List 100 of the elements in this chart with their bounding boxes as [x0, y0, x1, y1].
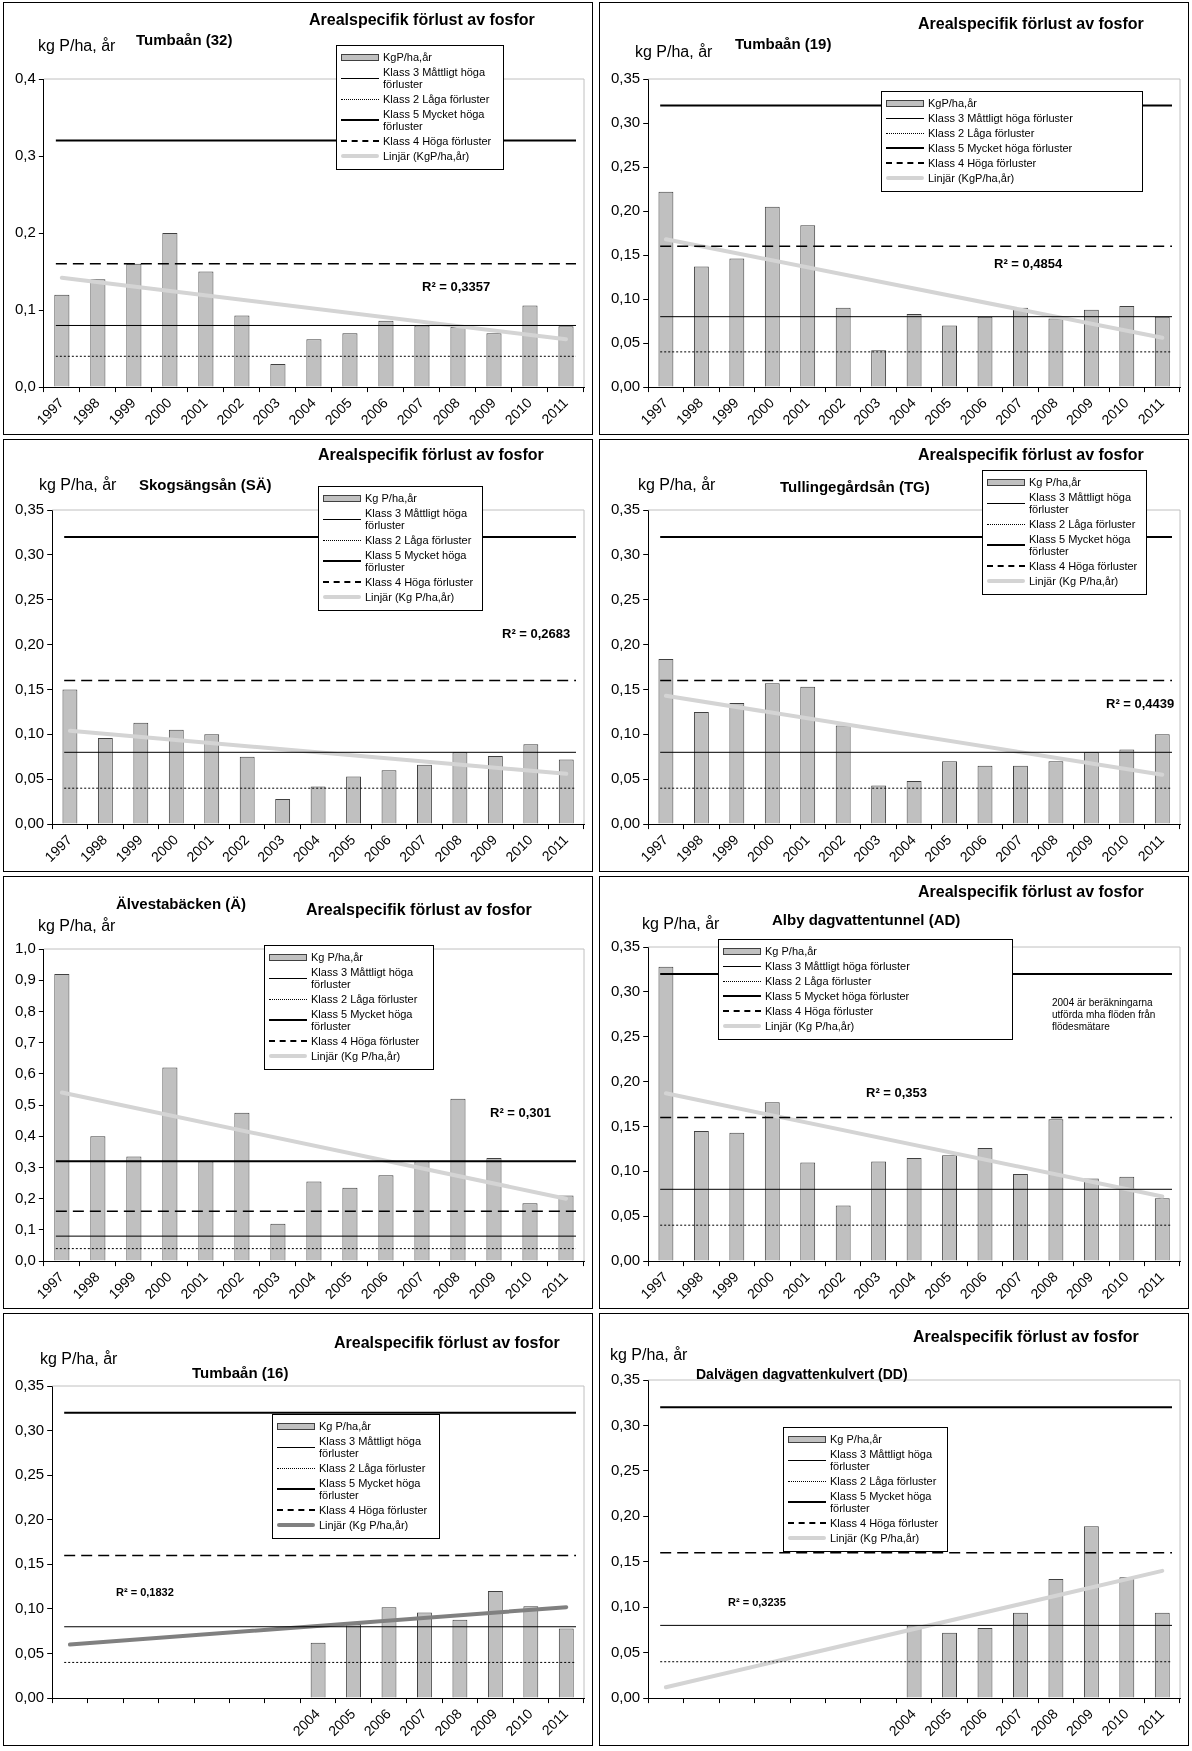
- y-tick-label: 0,20: [14, 634, 45, 652]
- y-tick-label: 0,05: [14, 1643, 45, 1661]
- chart-title: Arealspecifik förlust av fosfor: [306, 901, 532, 919]
- legend-label: Linjär (Kg P/ha,år): [365, 591, 455, 603]
- legend-label: Klass 2 Låga förluster: [365, 534, 472, 546]
- legend-label: Klass 4 Höga förluster: [765, 1005, 874, 1017]
- legend-label: Klass 3 Måttligt höga förluster: [365, 507, 469, 531]
- y-tick-label: 0,0: [14, 377, 36, 395]
- y-tick-label: 0,25: [610, 1461, 641, 1479]
- chart-subtitle: Tumbaån (32): [136, 31, 233, 48]
- y-tick-label: 0,15: [610, 679, 641, 697]
- chart-subtitle: Älvestabäcken (Ä): [116, 895, 247, 912]
- y-tick-label: 0,20: [610, 1506, 641, 1524]
- y-tick-label: 0,00: [610, 1251, 641, 1269]
- annotation: R² = 0,1832: [116, 1586, 174, 1598]
- y-axis-title: kg P/ha, år: [40, 1350, 118, 1368]
- legend-label: Klass 2 Låga förluster: [1029, 518, 1136, 530]
- legend-label: Klass 2 Låga förluster: [765, 975, 872, 987]
- legend-label: Klass 4 Höga förluster: [830, 1517, 939, 1529]
- annotation: R² = 0,301: [490, 1105, 552, 1120]
- y-axis-title: kg P/ha, år: [610, 1346, 688, 1364]
- y-tick-label: 0,35: [610, 500, 641, 518]
- y-tick-label: 0,3: [14, 146, 36, 164]
- legend-label: KgP/ha,år: [928, 97, 977, 109]
- chart-title: Arealspecifik förlust av fosfor: [318, 446, 544, 464]
- y-tick-label: 0,00: [610, 814, 641, 832]
- chart-title: Arealspecifik förlust av fosfor: [334, 1334, 560, 1352]
- y-tick-label: 0,15: [610, 1551, 641, 1569]
- y-tick-label: 0,25: [610, 1026, 641, 1044]
- y-tick-label: 0,2: [14, 1188, 36, 1206]
- legend-label: Kg P/ha,år: [830, 1433, 882, 1445]
- annotation: R² = 0,2683: [502, 626, 571, 641]
- legend-label: Linjär (Kg P/ha,år): [311, 1050, 401, 1062]
- y-tick-label: 0,00: [610, 377, 641, 395]
- y-tick-label: 0,4: [14, 69, 36, 87]
- annotation: R² = 0,3357: [422, 279, 491, 294]
- y-tick-label: 0,1: [14, 300, 36, 318]
- chart-subtitle: Tullingegårdsån (TG): [780, 478, 930, 495]
- legend-label: Klass 4 Höga förluster: [319, 1504, 428, 1516]
- legend-label: Klass 5 Mycket höga förluster: [928, 142, 1073, 154]
- y-tick-label: 0,25: [14, 1465, 45, 1483]
- chart-subtitle: Skogsängsån (SÄ): [139, 476, 272, 493]
- y-tick-label: 0,10: [610, 724, 641, 742]
- annotation: R² = 0,4439: [1106, 696, 1175, 711]
- legend-label: Klass 3 Måttligt höga förluster: [311, 966, 415, 990]
- y-tick-label: 0,20: [610, 634, 641, 652]
- y-tick-label: 0,05: [610, 1642, 641, 1660]
- y-tick-label: 0,15: [610, 1116, 641, 1134]
- y-tick-label: 0,05: [610, 769, 641, 787]
- ref-line-label: Klass 5 Mycket höga förluster: [1029, 533, 1132, 557]
- y-tick-label: 0,8: [14, 1001, 36, 1019]
- legend-label: Linjär (Kg P/ha,år): [319, 1519, 409, 1531]
- legend-label: Linjär (KgP/ha,år): [383, 150, 470, 162]
- legend-label: Klass 5 Mycket höga förluster: [365, 549, 468, 573]
- y-tick-label: 0,7: [14, 1032, 36, 1050]
- legend-label: Klass 4 Höga förluster: [365, 576, 474, 588]
- y-tick-label: 0,05: [14, 769, 45, 787]
- y-tick-label: 0,35: [610, 937, 641, 955]
- y-tick-label: 0,35: [14, 500, 45, 518]
- legend-label: Kg P/ha,år: [1029, 476, 1081, 488]
- chart-subtitle: Alby dagvattentunnel (AD): [772, 911, 961, 928]
- legend-label: Kg P/ha,år: [311, 951, 363, 963]
- chart-title: Arealspecifik förlust av fosfor: [309, 11, 535, 29]
- legend-label: Klass 4 Höga förluster: [1029, 560, 1138, 572]
- legend-label: Klass 2 Låga förluster: [928, 127, 1035, 139]
- y-tick-label: 0,00: [610, 1688, 641, 1706]
- legend-label: KgP/ha,år: [383, 51, 432, 63]
- legend-label: Klass 4 Höga förluster: [928, 157, 1037, 169]
- legend-label: Klass 5 Mycket höga förluster: [830, 1490, 933, 1514]
- legend-label: Linjär (Kg P/ha,år): [765, 1020, 855, 1032]
- legend-label: Klass 2 Låga förluster: [830, 1475, 937, 1487]
- legend-label: Klass 5 Mycket höga förluster: [765, 990, 910, 1002]
- y-tick-label: 0,00: [14, 1688, 45, 1706]
- y-tick-label: 0,2: [14, 223, 36, 241]
- y-axis-title: kg P/ha, år: [38, 917, 116, 935]
- legend-label: Kg P/ha,år: [765, 945, 817, 957]
- legend-label: Klass 5 Mycket höga förluster: [319, 1477, 422, 1501]
- y-tick-label: 0,1: [14, 1220, 36, 1238]
- y-tick-label: 0,35: [610, 1370, 641, 1388]
- legend-label: Klass 3 Måttligt höga förluster: [383, 66, 487, 90]
- legend-label: Klass 3 Måttligt höga förluster: [1029, 491, 1133, 515]
- y-tick-label: 0,10: [14, 724, 45, 742]
- y-axis-title: kg P/ha, år: [642, 915, 720, 933]
- y-tick-label: 0,30: [610, 545, 641, 563]
- chart-title: Arealspecifik förlust av fosfor: [918, 15, 1144, 33]
- legend-label: Klass 4 Höga förluster: [383, 135, 492, 147]
- legend-label: Klass 2 Låga förluster: [319, 1462, 426, 1474]
- legend-label: Klass 3 Måttligt höga förluster: [928, 112, 1073, 124]
- y-tick-label: 0,30: [14, 1420, 45, 1438]
- legend-label: Kg P/ha,år: [319, 1420, 371, 1432]
- y-axis-title: kg P/ha, år: [38, 37, 116, 55]
- chart-subtitle: Tumbaån (19): [735, 35, 832, 52]
- y-tick-label: 0,10: [14, 1599, 45, 1617]
- annotation: R² = 0,3235: [728, 1596, 786, 1608]
- y-tick-label: 0,3: [14, 1157, 36, 1175]
- y-tick-label: 0,35: [14, 1376, 45, 1394]
- legend-label: Linjär (Kg P/ha,år): [830, 1532, 920, 1544]
- y-tick-label: 0,15: [610, 245, 641, 263]
- y-tick-label: 0,30: [14, 545, 45, 563]
- y-tick-label: 1,0: [14, 939, 36, 957]
